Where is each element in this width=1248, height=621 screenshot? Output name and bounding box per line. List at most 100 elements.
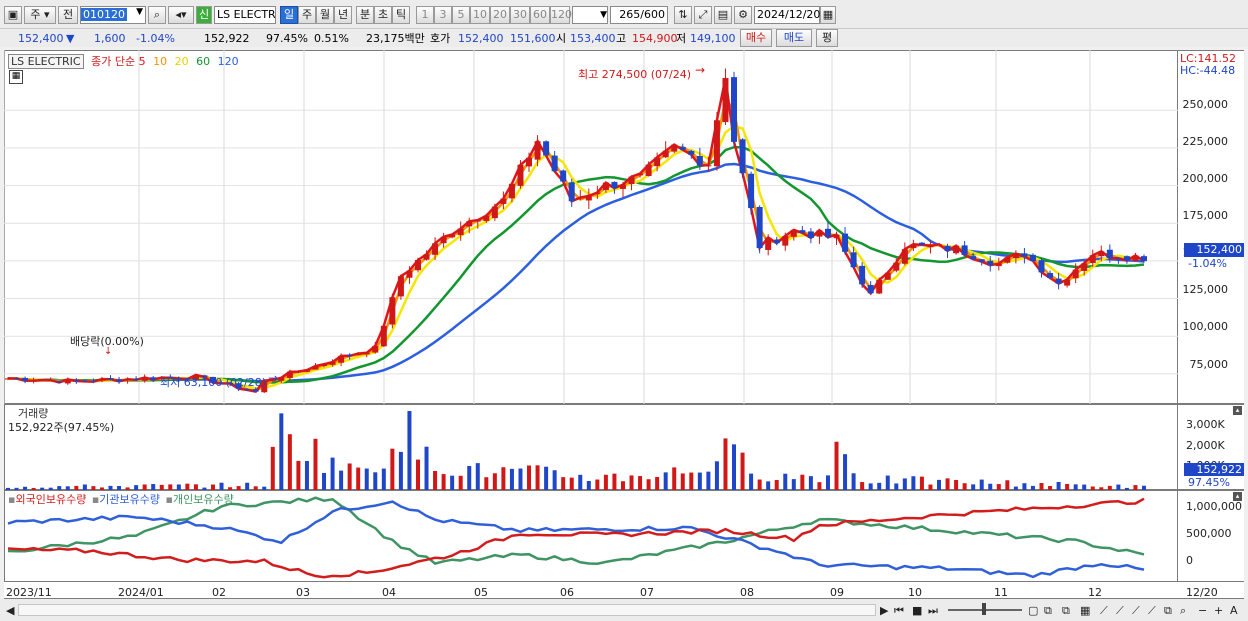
prev-select[interactable]: 전 <box>58 6 78 24</box>
gear-icon[interactable]: ⚙ <box>734 6 752 24</box>
interval-3-button[interactable]: 3 <box>434 6 452 24</box>
candle-body <box>756 206 763 249</box>
stock-code-input[interactable]: 010120 ▼ <box>80 6 146 24</box>
candle-body <box>526 157 533 167</box>
crosshair-icon[interactable]: ⤢ <box>694 6 712 24</box>
candle-body <box>765 237 772 250</box>
draw-line-icon[interactable]: ⟋ <box>1100 604 1108 617</box>
volume-bar <box>228 487 233 490</box>
new-badge[interactable]: 신 <box>196 6 212 24</box>
zoom-out-icon[interactable]: − <box>1198 604 1208 617</box>
date-label: 12 <box>1088 586 1102 599</box>
institution-holding-line <box>7 500 1145 579</box>
volume-panel[interactable] <box>4 404 1178 490</box>
holding-collapse-icon[interactable]: ▴ <box>1233 492 1242 501</box>
date-label: 06 <box>560 586 574 599</box>
zoom-in-icon[interactable]: + <box>1214 604 1224 617</box>
eval-button[interactable]: 평 <box>816 29 838 47</box>
last-page-icon[interactable]: ⏭ <box>928 604 938 617</box>
period-code-select[interactable]: 주 ▾ <box>24 6 56 24</box>
zoom-icon[interactable]: ⌕ <box>1180 604 1187 617</box>
stock-name-field[interactable]: LS ELECTRI <box>214 6 276 24</box>
scroll-left-icon[interactable]: ◀ <box>6 604 15 617</box>
ma10-line <box>7 96 1145 393</box>
first-page-icon[interactable]: ⏮ <box>894 604 904 617</box>
holding-chart[interactable] <box>4 490 1178 582</box>
interval-20-button[interactable]: 20 <box>490 6 510 24</box>
volume-bar <box>1073 484 1078 490</box>
volume-bar <box>330 457 335 490</box>
copy-icon[interactable]: ⧉ <box>1164 604 1172 617</box>
speaker-icon[interactable]: ◂▾ <box>168 6 194 24</box>
interval-120-button[interactable]: 120 <box>550 6 572 24</box>
candle-body <box>175 377 182 379</box>
candle-body <box>466 221 473 227</box>
bid-label: 호가 <box>430 32 451 45</box>
period-tick-button[interactable]: 틱 <box>392 6 410 24</box>
volume-bar <box>23 486 28 490</box>
calendar-icon[interactable]: ▦ <box>820 6 836 24</box>
count-dropdown[interactable]: ▼ <box>572 6 608 24</box>
date-label: 04 <box>382 586 396 599</box>
candle-body <box>124 379 131 381</box>
save-icon[interactable]: ▤ <box>714 6 732 24</box>
price-chart[interactable] <box>4 50 1178 404</box>
layout-four-icon[interactable]: ▦ <box>1080 604 1091 617</box>
volume-bar <box>185 483 190 490</box>
period-week-button[interactable]: 주 <box>298 6 316 24</box>
draw-trend-icon[interactable]: ⟋ <box>1116 604 1124 617</box>
scroll-right-icon[interactable]: ▶ <box>880 604 889 617</box>
candle-body <box>295 371 302 373</box>
period-second-button[interactable]: 초 <box>374 6 392 24</box>
volume-bar <box>595 479 600 490</box>
period-year-button[interactable]: 년 <box>334 6 352 24</box>
sell-button[interactable]: 매도 <box>776 29 812 47</box>
font-size-icon[interactable]: A <box>1230 604 1238 617</box>
interval-30-button[interactable]: 30 <box>510 6 530 24</box>
volume-collapse-icon[interactable]: ▴ <box>1233 406 1242 415</box>
date-field[interactable]: 2024/12/20 <box>754 6 820 24</box>
interval-5-button[interactable]: 5 <box>452 6 470 24</box>
buy-button[interactable]: 매수 <box>740 29 772 47</box>
zoom-slider-thumb[interactable] <box>982 603 986 615</box>
code-dropdown-icon[interactable]: ▼ <box>136 7 143 17</box>
candle-body <box>218 383 225 385</box>
layout-icon[interactable]: ▣ <box>4 6 22 24</box>
layout-one-icon[interactable]: ▢ <box>1028 604 1039 617</box>
volume-bar <box>945 478 950 490</box>
horizontal-scrollbar[interactable] <box>18 604 876 616</box>
grid-toggle-icon[interactable]: ▦ <box>9 70 23 84</box>
volume-bar <box>1082 484 1087 490</box>
period-day-button[interactable]: 일 <box>280 6 298 24</box>
candle-body <box>355 353 362 356</box>
stock-code-value: 010120 <box>81 8 127 21</box>
draw-box-icon[interactable]: ⟋ <box>1148 604 1156 617</box>
count-field[interactable]: 265/600 <box>610 6 668 24</box>
interval-60-button[interactable]: 60 <box>530 6 550 24</box>
candle-body <box>5 378 11 380</box>
volume-bar <box>313 438 318 490</box>
ma60-label: 60 <box>196 55 211 68</box>
date-label: 10 <box>908 586 922 599</box>
volume-chart[interactable] <box>4 404 1178 490</box>
interval-10-button[interactable]: 10 <box>470 6 490 24</box>
price-panel[interactable] <box>4 50 1178 404</box>
period-minute-button[interactable]: 분 <box>356 6 374 24</box>
chart-settings-icon[interactable]: ⇅ <box>674 6 692 24</box>
interval-1-button[interactable]: 1 <box>416 6 434 24</box>
layout-two-icon[interactable]: ⧉ <box>1044 604 1052 617</box>
candle-body <box>1064 279 1071 286</box>
search-icon[interactable]: ⌕ <box>148 6 166 24</box>
volume-ratio: 97.45% <box>266 32 308 45</box>
stop-icon[interactable]: ■ <box>912 604 923 617</box>
period-month-button[interactable]: 월 <box>316 6 334 24</box>
volume-bar <box>347 463 352 490</box>
holding-panel[interactable] <box>4 490 1178 582</box>
volume-bar <box>304 461 309 490</box>
candle-body <box>1055 278 1062 284</box>
volume-bar <box>937 479 942 490</box>
draw-fib-icon[interactable]: ⟋ <box>1132 604 1140 617</box>
volume-bar <box>1107 485 1112 490</box>
candle-body <box>662 150 669 158</box>
layout-three-icon[interactable]: ⧉ <box>1062 604 1070 617</box>
